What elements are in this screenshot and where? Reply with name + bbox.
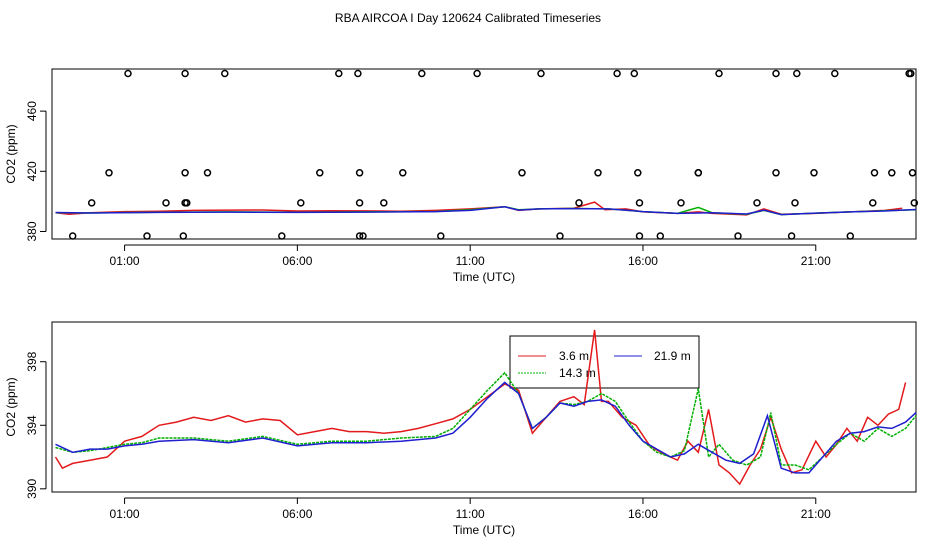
data-point: [772, 69, 780, 78]
legend-label-3.6m: 3.6 m: [559, 349, 589, 363]
data-point: [634, 169, 642, 177]
data-point: [181, 169, 189, 177]
legend-label-21.9m: 21.9 m: [654, 349, 691, 363]
data-point: [355, 232, 364, 240]
data-point: [772, 169, 780, 177]
x-tick-label: 21:00: [801, 254, 831, 268]
data-point: [437, 232, 445, 240]
data-point: [594, 169, 602, 177]
data-point: [221, 69, 229, 78]
data-point: [694, 169, 703, 177]
data-point: [354, 69, 362, 78]
data-point: [907, 69, 915, 78]
data-point: [399, 169, 407, 177]
x-tick-label: 01:00: [110, 254, 140, 268]
y-tick-label: 380: [25, 221, 39, 241]
data-point: [753, 199, 761, 207]
data-point: [888, 169, 896, 177]
data-point: [418, 69, 426, 78]
x-axis-label: Time (UTC): [453, 523, 515, 537]
data-point: [810, 169, 818, 177]
data-point: [846, 232, 855, 240]
data-point: [635, 232, 644, 240]
x-tick-label: 21:00: [801, 507, 831, 521]
x-tick-label: 16:00: [628, 507, 658, 521]
data-point: [68, 232, 77, 240]
data-point: [355, 169, 364, 177]
chart-top-panel: Time (UTC) CO2 (ppm) 01:00 06:00 11:00 16:0…: [4, 68, 919, 284]
data-point: [734, 232, 742, 240]
series-line-2: [55, 381, 917, 474]
data-point: [869, 199, 877, 207]
data-point: [791, 199, 799, 207]
data-point: [183, 199, 191, 207]
data-point: [575, 199, 583, 207]
x-tick-label: 16:00: [628, 254, 658, 268]
series-line-1: [55, 371, 917, 471]
chart-bottom-panel: Time (UTC) CO2 (ppm) 3.6 m 14.3 m 21.9 m…: [4, 321, 917, 537]
y-tick-label: 420: [25, 161, 39, 181]
series-line-2: [55, 206, 917, 216]
legend-label-14.3m: 14.3 m: [559, 366, 596, 380]
legend: 3.6 m 14.3 m 21.9 m: [509, 335, 700, 389]
data-point: [793, 69, 801, 78]
data-point: [908, 169, 917, 177]
data-point: [87, 199, 96, 207]
data-point: [630, 69, 639, 78]
data-point: [124, 69, 132, 78]
data-point: [162, 199, 170, 207]
data-point: [278, 232, 286, 240]
figure-title: RBA AIRCOA I Day 120624 Calibrated Times…: [335, 11, 601, 25]
y-axis-label: CO2 (ppm): [4, 124, 18, 183]
data-point: [677, 199, 685, 207]
data-point: [910, 199, 919, 207]
data-point: [316, 169, 324, 177]
data-point: [355, 199, 364, 207]
x-tick-label: 11:00: [456, 254, 485, 268]
data-point: [518, 169, 526, 177]
data-point: [656, 232, 665, 240]
data-point: [715, 69, 723, 78]
y-tick-label: 460: [25, 101, 39, 121]
legend-box: [509, 335, 700, 389]
plot-area-frame: [51, 321, 917, 493]
data-point: [105, 169, 113, 177]
data-point: [359, 232, 367, 240]
data-point: [473, 69, 481, 78]
data-point: [635, 199, 644, 207]
x-tick-label: 06:00: [282, 254, 312, 268]
data-point: [537, 69, 545, 78]
x-axis-label: Time (UTC): [453, 270, 515, 284]
y-tick-label: 398: [25, 351, 39, 371]
y-tick-label: 394: [25, 415, 39, 435]
y-axis-label: CO2 (ppm): [4, 377, 18, 436]
series-line-0: [54, 329, 907, 486]
data-point: [556, 232, 564, 240]
data-point: [181, 69, 189, 78]
data-point: [613, 69, 621, 78]
data-point: [179, 232, 188, 240]
y-tick-label: 390: [25, 478, 39, 498]
data-point: [335, 69, 343, 78]
data-point: [297, 199, 305, 207]
data-point: [787, 232, 796, 240]
x-tick-label: 06:00: [282, 507, 312, 521]
data-point: [831, 69, 839, 78]
data-point: [203, 169, 212, 177]
data-point: [380, 199, 388, 207]
data-point: [870, 169, 879, 177]
x-tick-label: 11:00: [456, 507, 485, 521]
x-tick-label: 01:00: [110, 507, 140, 521]
plot-area-frame: [51, 68, 917, 240]
data-point: [143, 232, 151, 240]
